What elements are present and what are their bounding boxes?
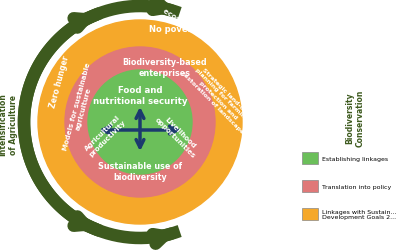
Text: Translation into policy: Translation into policy bbox=[322, 184, 391, 190]
Text: Biodiversity
Conservation: Biodiversity Conservation bbox=[345, 89, 365, 147]
Text: Strategic land-use
planning for farming,
protection and
restoration of landscape: Strategic land-use planning for farming,… bbox=[180, 58, 260, 138]
Text: Linkages with Sustain...
Development Goals 2...: Linkages with Sustain... Development Goa… bbox=[322, 210, 396, 220]
Text: Models for sustainable
agriculture: Models for sustainable agriculture bbox=[62, 62, 98, 154]
Circle shape bbox=[65, 47, 215, 197]
FancyBboxPatch shape bbox=[302, 180, 318, 192]
Circle shape bbox=[88, 70, 192, 174]
Text: Establishing linkages: Establishing linkages bbox=[322, 156, 388, 162]
Text: Biodiversity-based
enterprises: Biodiversity-based enterprises bbox=[123, 58, 207, 78]
FancyBboxPatch shape bbox=[302, 208, 318, 220]
Text: Zero hunger: Zero hunger bbox=[49, 55, 71, 109]
Text: Sustainable use of
biodiversity: Sustainable use of biodiversity bbox=[98, 162, 182, 182]
Text: Intensification
of Agriculture: Intensification of Agriculture bbox=[0, 94, 18, 156]
Text: Livelihood
opportunities: Livelihood opportunities bbox=[154, 112, 202, 160]
FancyBboxPatch shape bbox=[302, 152, 318, 164]
Text: Protect terrestrial
ecosystems and biodiversity: Protect terrestrial ecosystems and biodi… bbox=[162, 2, 268, 74]
Text: No poverty: No poverty bbox=[149, 26, 201, 35]
Text: Agricultural
productivity: Agricultural productivity bbox=[83, 114, 127, 158]
Text: Food and
nutritional security: Food and nutritional security bbox=[93, 86, 187, 106]
Circle shape bbox=[38, 20, 242, 224]
